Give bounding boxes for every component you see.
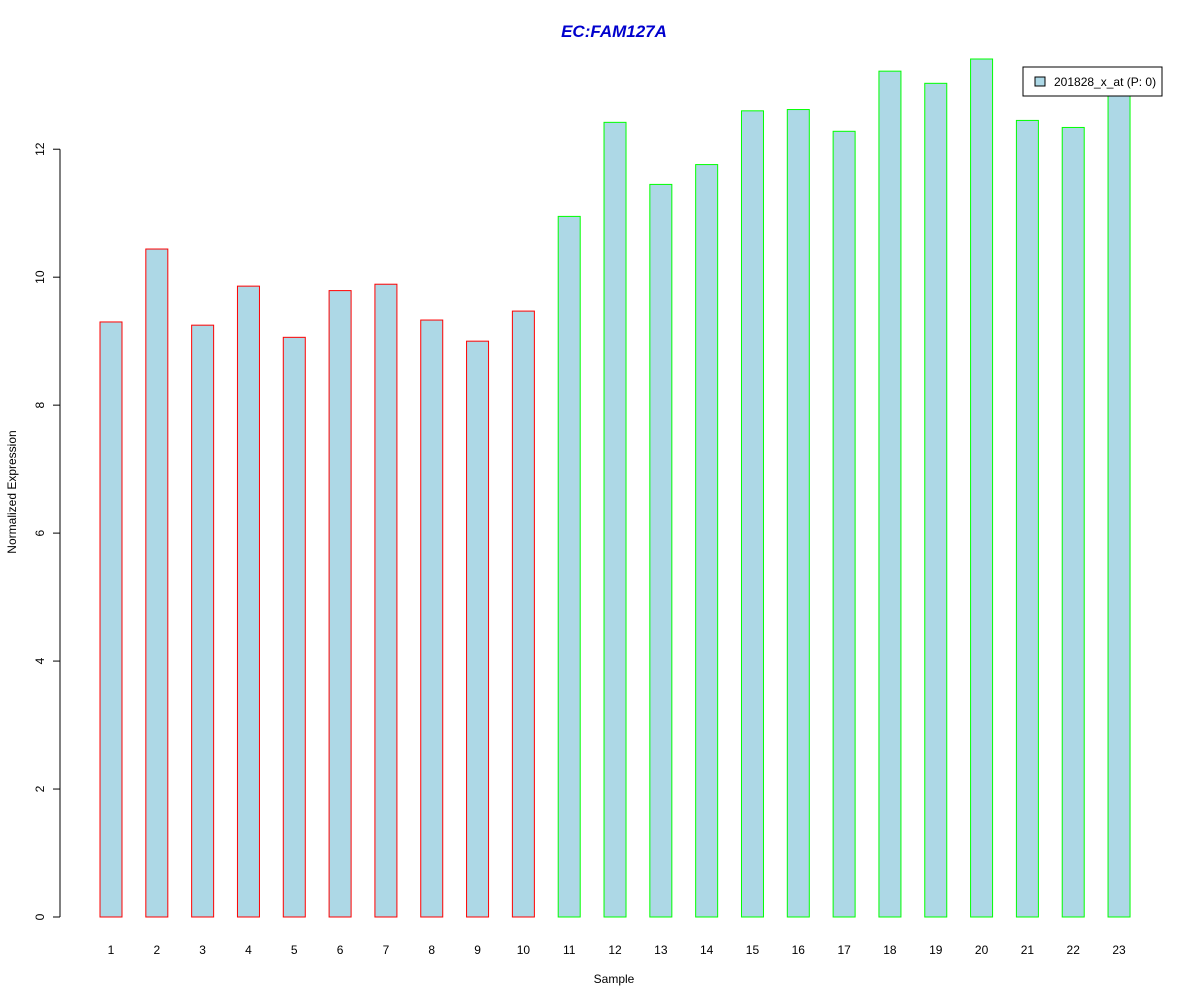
x-tick-label: 21 (1021, 943, 1035, 957)
x-tick-label: 16 (792, 943, 806, 957)
bar-sample-20 (970, 58, 994, 918)
bar-sample-19 (924, 82, 948, 918)
bar-sample-12 (603, 121, 627, 918)
y-axis: 0 2 4 6 8 10 12 (33, 142, 61, 920)
bar-sample-15 (740, 110, 764, 918)
y-tick-label: 4 (33, 657, 47, 664)
x-axis-label: Sample (594, 972, 635, 986)
y-tick-label: 8 (33, 401, 47, 408)
bar-sample-5 (282, 336, 306, 918)
x-tick-label: 22 (1067, 943, 1081, 957)
x-tick-label: 23 (1112, 943, 1126, 957)
x-tick-label: 2 (153, 943, 160, 957)
x-tick-labels: 1 2 3 4 5 6 7 8 9 10 11 12 13 14 15 16 17 18 19 20 21 22 23 (108, 943, 1126, 957)
bar-sample-18 (878, 70, 902, 918)
y-tick-label: 12 (33, 142, 47, 156)
bar-sample-7 (374, 283, 398, 918)
x-tick-label: 19 (929, 943, 943, 957)
bar-sample-17 (832, 130, 856, 918)
bar-sample-3 (191, 324, 215, 918)
x-tick-label: 3 (199, 943, 206, 957)
bar-sample-10 (511, 310, 535, 918)
x-tick-label: 12 (608, 943, 622, 957)
legend: 201828_x_at (P: 0) (1022, 66, 1163, 97)
chart-title: EC:FAM127A (561, 22, 667, 41)
y-tick-label: 10 (33, 270, 47, 284)
y-tick-label: 6 (33, 529, 47, 536)
bar-sample-2 (145, 248, 169, 918)
y-axis-label: Normalized Expression (5, 430, 19, 553)
bars (99, 58, 1131, 918)
x-tick-label: 1 (108, 943, 115, 957)
legend-swatch (1034, 76, 1046, 87)
x-tick-label: 20 (975, 943, 989, 957)
x-tick-label: 5 (291, 943, 298, 957)
x-tick-label: 7 (383, 943, 390, 957)
bar-sample-14 (695, 164, 719, 918)
bar-sample-9 (466, 340, 490, 918)
bar-sample-8 (420, 319, 444, 918)
x-tick-label: 17 (837, 943, 851, 957)
bar-sample-13 (649, 183, 673, 918)
x-tick-label: 18 (883, 943, 897, 957)
bar-sample-6 (328, 290, 352, 918)
bar-sample-1 (99, 321, 123, 918)
bar-sample-11 (557, 215, 581, 918)
x-tick-label: 15 (746, 943, 760, 957)
bar-sample-22 (1061, 126, 1085, 918)
y-tick-label: 0 (33, 913, 47, 920)
bar-sample-16 (786, 109, 810, 918)
x-tick-label: 8 (428, 943, 435, 957)
legend-box (1022, 66, 1163, 97)
x-tick-label: 6 (337, 943, 344, 957)
x-tick-label: 11 (563, 943, 576, 957)
x-tick-label: 10 (517, 943, 531, 957)
bar-sample-23 (1107, 91, 1131, 918)
bar-sample-21 (1015, 119, 1039, 918)
x-tick-label: 4 (245, 943, 252, 957)
x-tick-label: 13 (654, 943, 668, 957)
legend-label: 201828_x_at (P: 0) (1054, 75, 1156, 89)
x-tick-label: 14 (700, 943, 714, 957)
x-tick-label: 9 (474, 943, 481, 957)
y-tick-label: 2 (33, 785, 47, 792)
bar-sample-4 (236, 285, 260, 918)
